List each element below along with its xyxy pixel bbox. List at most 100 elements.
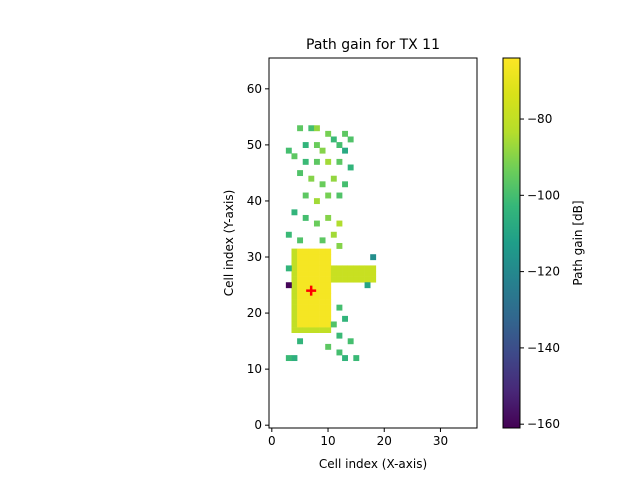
heatmap-cell bbox=[297, 259, 304, 266]
heatmap-cell bbox=[325, 327, 332, 333]
heatmap-cell bbox=[325, 248, 332, 255]
heatmap-cell bbox=[325, 254, 332, 261]
heatmap-cell bbox=[291, 299, 298, 305]
heatmap-cell bbox=[302, 304, 309, 311]
heatmap-cell bbox=[370, 265, 377, 272]
heatmap-cell bbox=[302, 192, 309, 199]
heatmap-cell bbox=[319, 254, 326, 261]
heatmap-cell bbox=[302, 321, 309, 328]
heatmap-cell bbox=[313, 304, 320, 311]
heatmap-cell bbox=[308, 327, 315, 333]
heatmap-cell bbox=[364, 276, 371, 283]
heatmap-cell bbox=[319, 248, 326, 255]
heatmap-cell bbox=[336, 220, 343, 227]
heatmap-cell bbox=[313, 287, 320, 294]
heatmap-cell bbox=[319, 181, 326, 188]
heatmap-cell bbox=[358, 265, 365, 272]
heatmap-cell bbox=[325, 214, 332, 221]
heatmap-cell bbox=[297, 282, 304, 289]
heatmap-cell bbox=[330, 175, 337, 182]
heatmap-cell bbox=[313, 254, 320, 261]
heatmap-cell bbox=[313, 125, 320, 132]
heatmap-cell bbox=[297, 327, 304, 333]
heatmap-cell bbox=[302, 327, 309, 333]
heatmap-cell bbox=[347, 338, 354, 345]
heatmap-cell bbox=[325, 282, 332, 289]
heatmap-cell bbox=[313, 142, 320, 148]
heatmap-cell bbox=[308, 276, 315, 283]
heatmap-cell bbox=[308, 304, 315, 311]
x-tick-label: 10 bbox=[320, 434, 335, 448]
heatmap-cell bbox=[302, 271, 309, 277]
heatmap-cell bbox=[313, 259, 320, 266]
heatmap-cell bbox=[285, 355, 292, 362]
heatmap-cell bbox=[325, 310, 332, 317]
heatmap-cell bbox=[325, 276, 332, 283]
heatmap-cell bbox=[302, 214, 309, 221]
heatmap-cell bbox=[336, 271, 343, 277]
heatmap-cell bbox=[302, 287, 309, 294]
heatmap-cells bbox=[285, 125, 377, 362]
heatmap-cell bbox=[342, 271, 349, 277]
chart-title: Path gain for TX 11 bbox=[306, 37, 440, 53]
heatmap-cell bbox=[297, 271, 304, 277]
heatmap-cell bbox=[347, 276, 354, 283]
heatmap-cell bbox=[302, 265, 309, 272]
heatmap-cell bbox=[325, 315, 332, 322]
heatmap-cell bbox=[319, 310, 326, 317]
heatmap-cell bbox=[370, 271, 377, 277]
heatmap-cell bbox=[313, 321, 320, 328]
colorbar-tick-label: −100 bbox=[527, 188, 560, 202]
heatmap-cell bbox=[291, 321, 298, 328]
heatmap-cell bbox=[291, 153, 298, 160]
heatmap-cell bbox=[313, 282, 320, 289]
heatmap-cell bbox=[291, 265, 298, 272]
heatmap-cell bbox=[325, 158, 332, 165]
heatmap-cell bbox=[330, 271, 337, 277]
heatmap-cell bbox=[308, 248, 315, 255]
x-tick-label: 0 bbox=[268, 434, 276, 448]
heatmap-cell bbox=[308, 271, 315, 277]
heatmap-cell bbox=[370, 254, 377, 261]
heatmap-cell bbox=[302, 299, 309, 305]
colorbar-tick-label: −140 bbox=[527, 341, 560, 355]
heatmap-cell bbox=[308, 321, 315, 328]
heatmap-cell bbox=[342, 265, 349, 272]
heatmap-cell bbox=[336, 276, 343, 283]
heatmap-cell bbox=[313, 198, 320, 205]
heatmap-cell bbox=[313, 315, 320, 322]
heatmap-cell bbox=[353, 265, 360, 272]
heatmap-cell bbox=[297, 237, 304, 244]
heatmap-cell bbox=[297, 248, 304, 255]
heatmap-cell bbox=[313, 271, 320, 277]
heatmap-cell bbox=[319, 276, 326, 283]
heatmap-cell bbox=[342, 181, 349, 188]
heatmap-cell bbox=[291, 276, 298, 283]
colorbar-ticks: −160 −140 −120 −100 −80 bbox=[520, 112, 560, 431]
heatmap-cell bbox=[285, 147, 292, 154]
heatmap-cell bbox=[330, 265, 337, 272]
y-tick-label: 60 bbox=[247, 82, 262, 96]
heatmap-cell bbox=[370, 276, 377, 283]
heatmap-cell bbox=[285, 265, 292, 272]
heatmap-cell bbox=[291, 209, 298, 216]
heatmap-cell bbox=[308, 315, 315, 322]
y-tick-label: 10 bbox=[247, 362, 262, 376]
heatmap-cell bbox=[330, 321, 337, 328]
transmitter-marker bbox=[306, 285, 317, 296]
heatmap-cell bbox=[302, 142, 309, 148]
x-tick-label: 20 bbox=[377, 434, 392, 448]
heatmap-cell bbox=[313, 293, 320, 300]
heatmap-cell bbox=[308, 265, 315, 272]
heatmap-cell bbox=[308, 282, 315, 289]
heatmap-cell bbox=[358, 276, 365, 283]
y-tick-label: 30 bbox=[247, 250, 262, 264]
heatmap-cell bbox=[347, 136, 354, 143]
colorbar-tick-label: −160 bbox=[527, 417, 560, 431]
heatmap-cell bbox=[308, 310, 315, 317]
heatmap-cell bbox=[364, 271, 371, 277]
y-tick-label: 50 bbox=[247, 138, 262, 152]
heatmap-cell bbox=[342, 130, 349, 137]
heatmap-cell bbox=[302, 276, 309, 283]
